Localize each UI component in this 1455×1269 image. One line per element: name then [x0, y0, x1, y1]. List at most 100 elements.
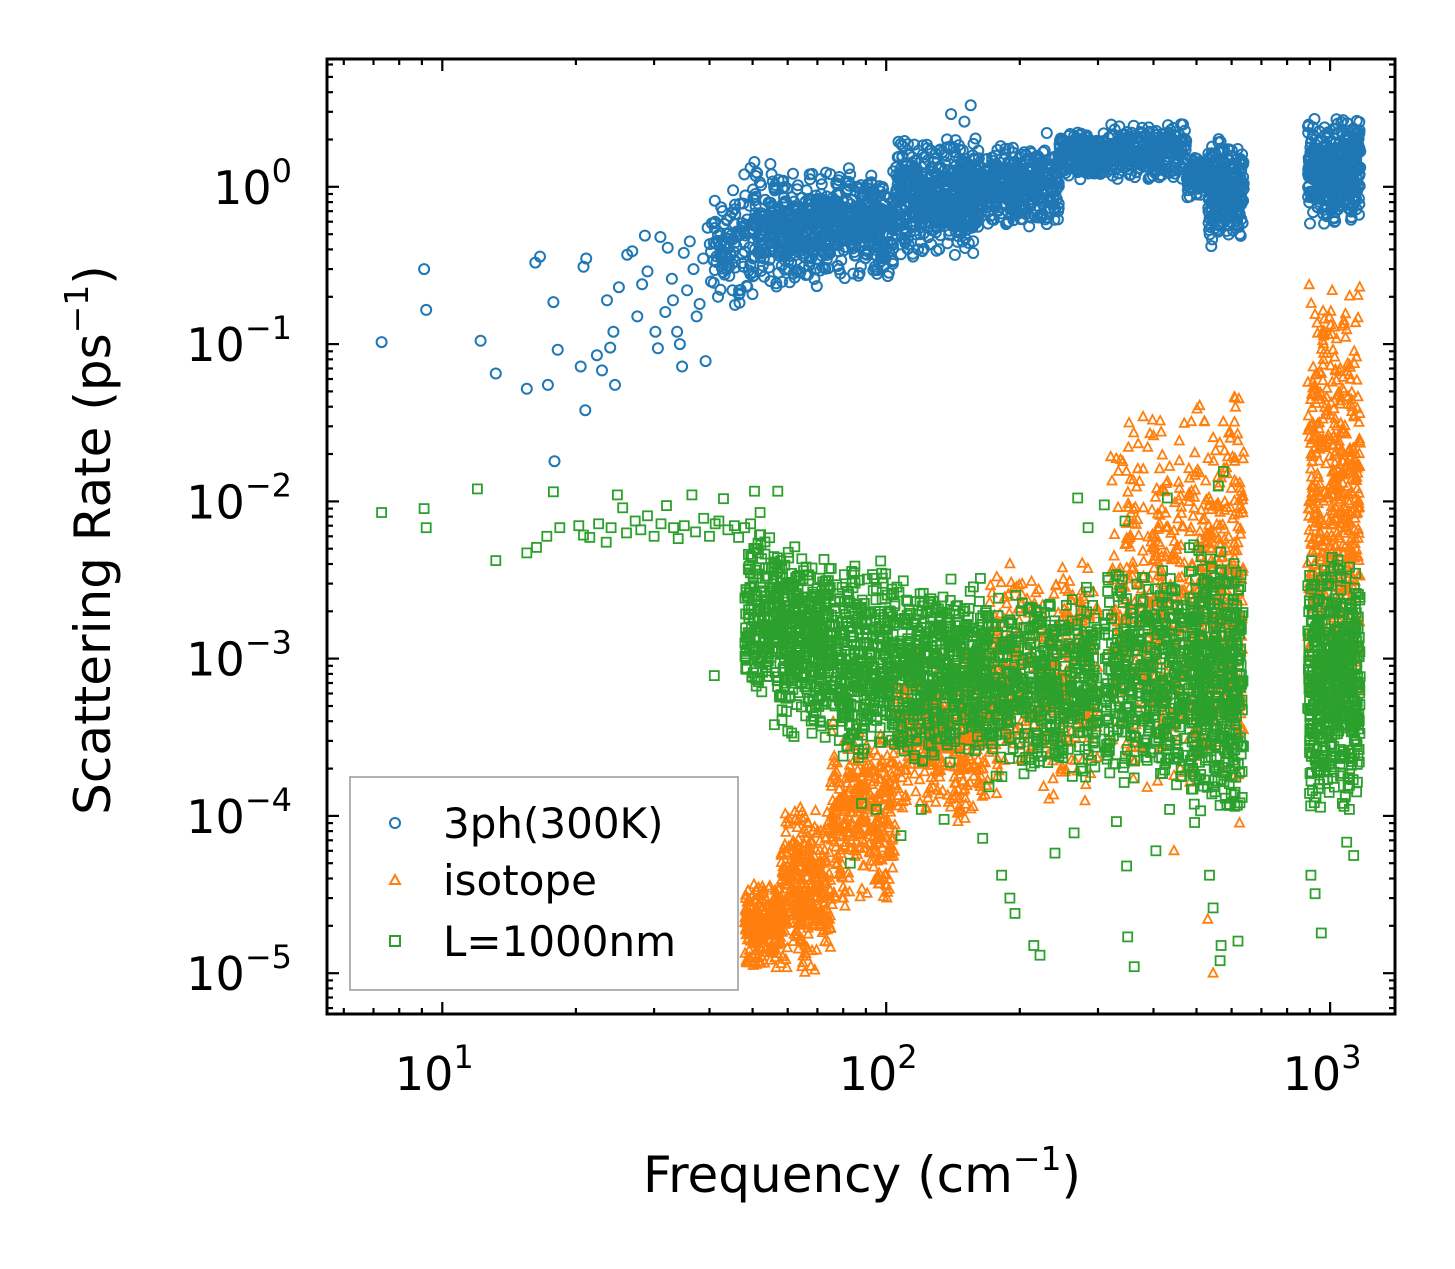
point-3ph — [830, 195, 843, 207]
point-3ph — [612, 281, 625, 294]
point-3ph — [789, 224, 802, 237]
point-3ph — [693, 298, 706, 310]
point-3ph — [651, 342, 664, 355]
point-3ph — [609, 378, 621, 391]
point-3ph — [964, 99, 977, 112]
point-3ph — [843, 215, 856, 228]
point-3ph — [854, 260, 867, 273]
point-3ph — [641, 265, 654, 278]
series-layer — [375, 99, 1367, 978]
point-3ph — [943, 228, 956, 241]
point-3ph — [687, 263, 700, 276]
point-3ph — [697, 252, 710, 265]
point-isotope — [851, 763, 864, 775]
point-3ph — [579, 404, 592, 417]
point-3ph — [953, 194, 966, 206]
point-3ph — [762, 261, 775, 274]
point-3ph — [683, 235, 696, 248]
point-3ph — [852, 269, 865, 282]
point-3ph — [738, 236, 751, 249]
point-3ph — [590, 349, 603, 362]
point-isotope — [1056, 560, 1069, 573]
point-3ph — [861, 226, 874, 239]
point-3ph — [899, 235, 912, 248]
point-isotope — [886, 861, 899, 873]
point-3ph — [918, 176, 931, 189]
point-3ph — [708, 194, 721, 207]
point-isotope — [824, 940, 837, 952]
point-3ph — [727, 184, 740, 197]
point-3ph — [815, 178, 828, 191]
point-3ph — [890, 183, 903, 196]
point-3ph — [753, 247, 766, 260]
point-3ph — [659, 306, 672, 318]
point-3ph — [816, 193, 829, 206]
point-3ph — [631, 310, 644, 323]
point-3ph — [865, 169, 878, 182]
point-3ph — [776, 234, 789, 246]
point-3ph — [833, 171, 846, 183]
point-3ph — [904, 178, 917, 191]
point-3ph — [914, 228, 926, 241]
point-3ph — [936, 146, 949, 159]
point-3ph — [788, 271, 801, 284]
point-3ph — [791, 179, 804, 192]
point-3ph — [956, 155, 969, 168]
point-3ph — [816, 245, 829, 258]
point-isotope — [856, 859, 869, 871]
point-isotope — [1005, 575, 1018, 587]
point-3ph — [677, 246, 690, 259]
point-3ph — [420, 303, 433, 316]
point-3ph — [959, 242, 972, 254]
point-3ph — [901, 138, 914, 151]
point-3ph — [753, 176, 766, 189]
point-3ph — [924, 162, 937, 175]
point-3ph — [1040, 127, 1053, 139]
point-3ph — [765, 168, 778, 181]
point-3ph — [873, 180, 886, 193]
point-3ph — [746, 270, 759, 283]
point-3ph — [673, 338, 686, 351]
series-0 — [375, 99, 1367, 468]
point-3ph — [850, 204, 862, 217]
point-3ph — [891, 151, 904, 164]
point-3ph — [705, 245, 717, 258]
point-3ph — [768, 227, 781, 240]
point-3ph — [960, 214, 972, 227]
point-3ph — [778, 221, 791, 234]
point-isotope — [1076, 556, 1089, 568]
point-3ph — [665, 272, 678, 285]
point-3ph — [925, 169, 938, 182]
point-3ph — [844, 168, 857, 181]
point-3ph — [474, 334, 487, 347]
point-3ph — [969, 132, 982, 145]
point-3ph — [907, 209, 920, 222]
point-3ph — [729, 298, 741, 311]
point-3ph — [830, 178, 843, 191]
point-3ph — [787, 167, 799, 180]
point-3ph — [814, 264, 827, 277]
point-3ph — [736, 248, 749, 261]
point-isotope — [779, 825, 792, 837]
point-isotope — [983, 595, 996, 607]
point-3ph — [775, 236, 788, 248]
point-3ph — [1304, 217, 1316, 230]
point-3ph — [791, 230, 804, 243]
point-3ph — [908, 138, 921, 151]
point-3ph — [803, 250, 816, 263]
point-3ph — [690, 310, 703, 323]
point-3ph — [959, 223, 972, 236]
point-3ph — [842, 162, 855, 175]
point-3ph — [896, 139, 909, 152]
point-3ph — [723, 260, 736, 273]
point-3ph — [949, 211, 962, 224]
point-3ph — [756, 259, 769, 272]
point-isotope — [809, 803, 822, 816]
point-isotope — [1048, 587, 1060, 599]
point-3ph — [943, 200, 956, 213]
point-3ph — [956, 235, 969, 248]
point-3ph — [838, 272, 851, 285]
point-3ph — [823, 229, 836, 242]
point-3ph — [667, 294, 679, 307]
